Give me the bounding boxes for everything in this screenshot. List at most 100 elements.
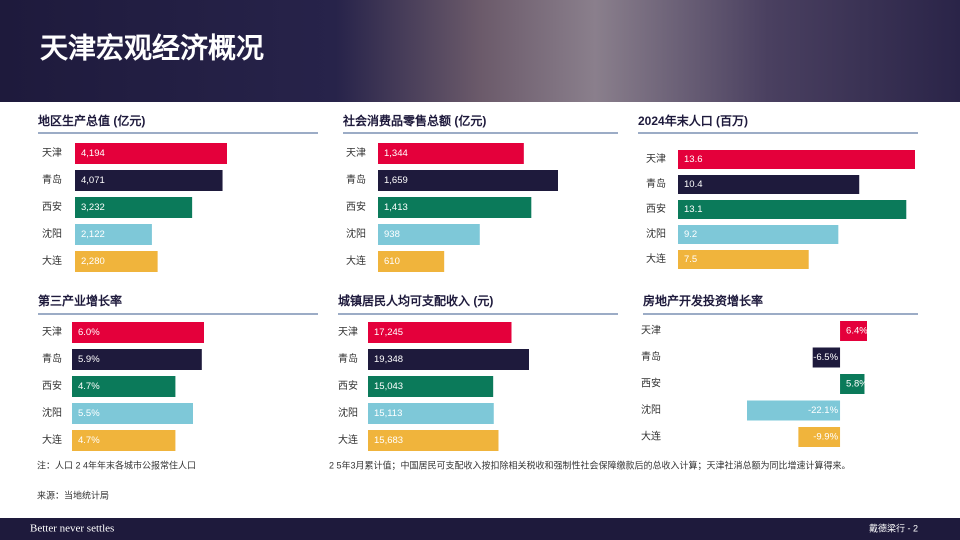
footnote: 2 5年3月累计值；中国居民可支配收入按扣除相关税收和强制性社会保障缴款后的总收…	[329, 459, 851, 470]
bar	[72, 322, 204, 343]
bar	[368, 403, 494, 424]
value-label: 15,043	[374, 381, 403, 392]
bar	[368, 322, 512, 343]
category-label: 青岛	[646, 177, 666, 190]
value-label: 2,280	[81, 256, 105, 267]
footnote: 注：人口 2 4年年末各城市公报常住人口	[37, 459, 196, 470]
value-label: 17,245	[374, 327, 403, 338]
bar	[368, 376, 494, 397]
bar	[75, 251, 158, 272]
bar	[378, 197, 532, 218]
value-label: -22.1%	[808, 405, 839, 416]
value-label: 7.5	[684, 254, 697, 265]
bar	[378, 224, 480, 245]
bar	[812, 347, 841, 368]
category-label: 青岛	[42, 352, 62, 365]
value-label: 3,232	[81, 202, 105, 213]
bar	[72, 349, 202, 370]
page-title: 天津宏观经济概况	[40, 31, 264, 63]
chart-title: 2024年末人口 (百万)	[638, 113, 748, 128]
source: 来源：当地统计局	[37, 489, 109, 500]
value-label: 610	[384, 256, 400, 267]
value-label: 4.7%	[78, 435, 100, 446]
chart-title: 社会消费品零售总额 (亿元)	[342, 113, 486, 128]
category-label: 青岛	[42, 173, 62, 186]
value-label: 2,122	[81, 229, 105, 240]
chart-title: 地区生产总值 (亿元)	[38, 113, 145, 128]
bar	[747, 400, 841, 421]
category-label: 沈阳	[42, 227, 62, 240]
category-label: 西安	[346, 200, 366, 213]
bar	[798, 427, 841, 447]
bar	[72, 403, 193, 424]
category-label: 沈阳	[641, 403, 661, 416]
value-label: 5.8%	[846, 379, 868, 390]
category-label: 大连	[338, 433, 358, 446]
value-label: 15,683	[374, 435, 403, 446]
value-label: -6.5%	[813, 352, 838, 363]
bar	[72, 430, 176, 451]
value-label: 9.2	[684, 229, 697, 240]
category-label: 天津	[346, 147, 366, 159]
value-label: 4,071	[81, 175, 105, 186]
value-label: 5.5%	[78, 408, 100, 419]
bar	[678, 200, 907, 219]
category-label: 大连	[646, 252, 666, 265]
value-label: -9.9%	[813, 432, 838, 443]
category-label: 天津	[646, 153, 666, 165]
category-label: 天津	[42, 326, 62, 338]
category-label: 青岛	[346, 173, 366, 186]
category-label: 大连	[42, 433, 62, 446]
category-label: 大连	[641, 430, 661, 443]
chart-title: 房地产开发投资增长率	[643, 293, 763, 308]
footer-band	[0, 518, 960, 540]
bar	[678, 175, 860, 194]
value-label: 19,348	[374, 354, 403, 365]
bar	[75, 224, 152, 245]
category-label: 沈阳	[338, 406, 358, 419]
category-label: 西安	[338, 379, 358, 392]
bar	[840, 321, 867, 341]
value-label: 1,659	[384, 175, 408, 186]
chart-title: 城镇居民人均可支配收入 (元)	[338, 293, 493, 308]
bar	[72, 376, 176, 397]
footer-tagline: Better never settles	[30, 523, 114, 535]
category-label: 天津	[338, 326, 358, 338]
bar	[678, 150, 915, 169]
value-label: 4,194	[81, 148, 105, 159]
value-label: 5.9%	[78, 354, 100, 365]
value-label: 6.4%	[846, 326, 868, 337]
bar	[378, 251, 445, 272]
value-label: 938	[384, 229, 400, 240]
bar	[75, 143, 227, 164]
chart-title: 第三产业增长率	[38, 293, 122, 308]
category-label: 西安	[42, 379, 62, 392]
bar	[368, 430, 499, 451]
bar	[378, 143, 524, 164]
bar	[75, 170, 223, 191]
category-label: 沈阳	[346, 227, 366, 240]
value-label: 6.0%	[78, 327, 100, 338]
bar	[368, 349, 529, 370]
bar	[840, 374, 865, 394]
bar	[75, 197, 193, 218]
value-label: 13.1	[684, 204, 703, 215]
category-label: 沈阳	[42, 406, 62, 419]
category-label: 大连	[42, 254, 62, 267]
value-label: 10.4	[684, 179, 703, 190]
category-label: 天津	[641, 325, 661, 337]
category-label: 沈阳	[646, 227, 666, 240]
bar	[678, 225, 839, 244]
value-label: 1,344	[384, 148, 408, 159]
bar	[378, 170, 558, 191]
category-label: 西安	[641, 377, 661, 390]
category-label: 西安	[646, 202, 666, 215]
value-label: 4.7%	[78, 381, 100, 392]
header-banner	[0, 0, 960, 102]
value-label: 15,113	[374, 408, 402, 419]
category-label: 天津	[42, 147, 62, 159]
footer-page: 戴德梁行 - 2	[869, 522, 918, 533]
value-label: 1,413	[384, 202, 408, 213]
value-label: 13.6	[684, 154, 703, 165]
